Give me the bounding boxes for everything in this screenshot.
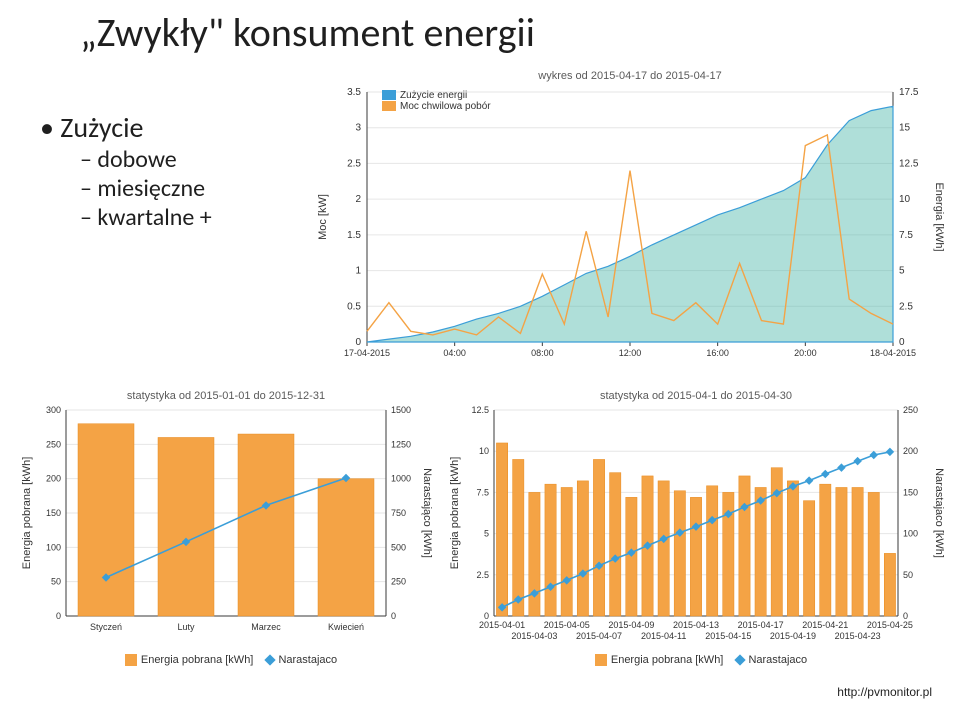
svg-text:17-04-2015: 17-04-2015	[344, 348, 390, 358]
daily-chart-svg: 0 0.5 1 1.5 2 2.5 3 3.5 0 2.5 5 7.5 10 12.5 15 17.5 17-0…	[312, 82, 948, 372]
svg-text:2015-04-11: 2015-04-11	[641, 631, 686, 641]
svg-text:0: 0	[355, 337, 361, 348]
svg-text:2.5: 2.5	[476, 570, 489, 580]
svg-text:2015-04-19: 2015-04-19	[770, 631, 816, 641]
svg-text:7.5: 7.5	[899, 230, 913, 241]
svg-text:7.5: 7.5	[476, 487, 489, 497]
svg-text:50: 50	[903, 570, 913, 580]
svg-text:0.5: 0.5	[347, 301, 361, 312]
monthly-chart-title: statystyka od 2015-01-01 do 2015-12-31	[16, 390, 436, 402]
svg-text:Marzec: Marzec	[251, 622, 281, 632]
bullet-l1: Zużycie	[40, 110, 212, 145]
svg-text:100: 100	[46, 542, 61, 552]
svg-text:500: 500	[391, 542, 406, 552]
svg-text:0: 0	[899, 337, 905, 348]
svg-text:2015-04-05: 2015-04-05	[544, 620, 590, 630]
svg-text:15: 15	[899, 123, 911, 134]
svg-text:2015-04-23: 2015-04-23	[835, 631, 881, 641]
svg-text:5: 5	[484, 529, 489, 539]
svg-text:1500: 1500	[391, 405, 411, 415]
svg-text:2015-04-03: 2015-04-03	[511, 631, 557, 641]
svg-text:200: 200	[46, 474, 61, 484]
svg-text:250: 250	[903, 405, 918, 415]
monthly-chart: statystyka od 2015-01-01 do 2015-12-31 0…	[16, 390, 436, 690]
svg-text:2015-04-25: 2015-04-25	[867, 620, 913, 630]
daily-chart-title: wykres od 2015-04-17 do 2015-04-17	[312, 70, 948, 82]
svg-text:Kwiecień: Kwiecień	[328, 622, 364, 632]
svg-text:17.5: 17.5	[899, 87, 919, 98]
svg-text:1000: 1000	[391, 474, 411, 484]
svg-text:12.5: 12.5	[899, 158, 919, 169]
svg-text:750: 750	[391, 508, 406, 518]
svg-text:2015-04-15: 2015-04-15	[705, 631, 751, 641]
svg-text:10: 10	[479, 446, 489, 456]
svg-text:150: 150	[46, 508, 61, 518]
daily-bars-chart-svg: 02.557.51012.50501001502002502015-04-012…	[444, 402, 948, 652]
daily-chart: wykres od 2015-04-17 do 2015-04-17 Zużyc…	[312, 70, 948, 380]
svg-text:100: 100	[903, 529, 918, 539]
svg-text:250: 250	[46, 439, 61, 449]
svg-text:2: 2	[355, 194, 361, 205]
bullet-list: Zużycie dobowe miesięczne kwartalne +	[40, 110, 212, 232]
legend-item-moc: Moc chwilowa pobór	[400, 101, 491, 112]
svg-text:1.5: 1.5	[347, 230, 361, 241]
svg-text:Luty: Luty	[177, 622, 195, 632]
svg-text:Energia [kWh]: Energia [kWh]	[933, 182, 945, 251]
svg-text:18-04-2015: 18-04-2015	[870, 348, 916, 358]
svg-text:1: 1	[355, 266, 361, 277]
svg-text:Narastająco [kWh]: Narastająco [kWh]	[421, 468, 433, 558]
svg-text:5: 5	[899, 266, 905, 277]
svg-text:150: 150	[903, 487, 918, 497]
svg-text:Moc [kW]: Moc [kW]	[317, 194, 329, 240]
svg-text:2015-04-01: 2015-04-01	[479, 620, 525, 630]
svg-text:2015-04-07: 2015-04-07	[576, 631, 622, 641]
svg-text:04:00: 04:00	[443, 348, 466, 358]
svg-text:2015-04-13: 2015-04-13	[673, 620, 719, 630]
svg-text:16:00: 16:00	[706, 348, 729, 358]
bullet-l2a: dobowe	[80, 145, 212, 174]
daily-bars-chart: statystyka od 2015-04-1 do 2015-04-30 02…	[444, 390, 948, 690]
svg-text:12:00: 12:00	[619, 348, 642, 358]
svg-text:300: 300	[46, 405, 61, 415]
svg-text:0: 0	[56, 611, 61, 621]
svg-text:10: 10	[899, 194, 911, 205]
bullet-l2c: kwartalne +	[80, 203, 212, 232]
svg-text:2.5: 2.5	[899, 301, 913, 312]
daily-chart-legend: Zużycie energii Moc chwilowa pobór	[382, 90, 491, 112]
footer-url: http://pvmonitor.pl	[837, 685, 932, 699]
daily-bars-chart-title: statystyka od 2015-04-1 do 2015-04-30	[444, 390, 948, 402]
svg-text:1250: 1250	[391, 439, 411, 449]
svg-text:Energia pobrana [kWh]: Energia pobrana [kWh]	[449, 457, 461, 570]
svg-text:Energia pobrana [kWh]: Energia pobrana [kWh]	[21, 457, 33, 570]
svg-text:50: 50	[51, 577, 61, 587]
svg-text:250: 250	[391, 577, 406, 587]
svg-text:3.5: 3.5	[347, 87, 361, 98]
svg-text:2015-04-21: 2015-04-21	[802, 620, 848, 630]
svg-text:Narastajaco [kWh]: Narastajaco [kWh]	[933, 468, 945, 558]
monthly-chart-svg: 0 50 100 150 200 250 300 0 250 500 750 1000 1250 1500…	[16, 402, 436, 652]
svg-text:08:00: 08:00	[531, 348, 554, 358]
svg-text:Styczeń: Styczeń	[90, 622, 122, 632]
svg-text:12.5: 12.5	[471, 405, 489, 415]
svg-text:2015-04-17: 2015-04-17	[738, 620, 784, 630]
svg-text:200: 200	[903, 446, 918, 456]
svg-text:2015-04-09: 2015-04-09	[608, 620, 654, 630]
svg-text:0: 0	[391, 611, 396, 621]
monthly-chart-legend: Energia pobrana [kWh] Narastajaco	[16, 654, 436, 666]
legend-item-zuzycie: Zużycie energii	[400, 90, 467, 101]
bullet-l2b: miesięczne	[80, 174, 212, 203]
daily-bars-chart-legend: Energia pobrana [kWh] Narastajaco	[444, 654, 948, 666]
svg-text:2.5: 2.5	[347, 158, 361, 169]
svg-text:3: 3	[355, 123, 361, 134]
page-title: „Zwykły" konsument energii	[80, 8, 535, 57]
svg-text:20:00: 20:00	[794, 348, 817, 358]
